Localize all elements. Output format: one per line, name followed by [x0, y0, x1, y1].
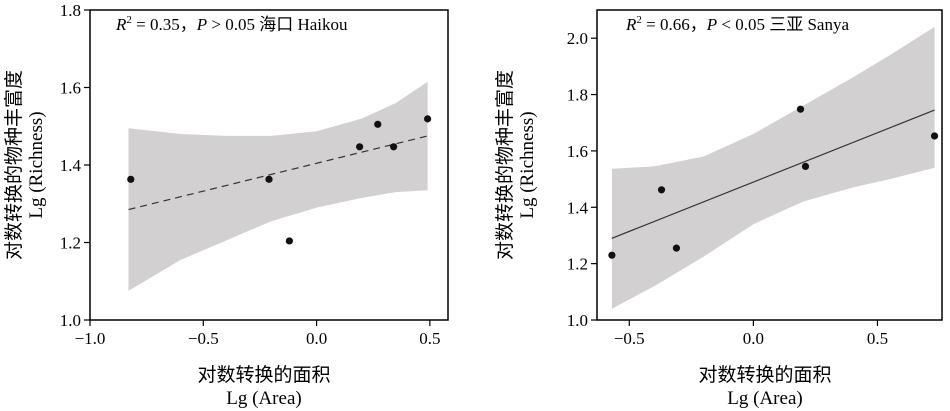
x-tick-label: −1.0 [75, 329, 106, 348]
x-tick-label: 0.0 [306, 329, 327, 348]
r-letter: R [625, 15, 637, 34]
data-point [672, 244, 681, 252]
data-point [265, 175, 273, 183]
data-point [796, 105, 805, 113]
y-axis-label-en: Lg (Richness) [26, 111, 47, 218]
confidence-band [128, 81, 428, 291]
p-letter: P [196, 15, 207, 34]
data-point [657, 186, 666, 194]
regression-line-layer [128, 135, 428, 211]
y-axis-label-cn: 对数转换的物种丰富度 [494, 70, 516, 260]
regression-line [611, 109, 935, 239]
regression-line [128, 135, 428, 211]
stats-annotation: R2 = 0.66，P < 0.05 三亚 Sanya [625, 14, 849, 34]
regression-line-layer [611, 109, 935, 239]
x-tick-label: 0.0 [743, 329, 764, 348]
data-point [285, 237, 293, 245]
y-ticks: 1.0 1.2 1.4 1.6 1.8 [60, 1, 90, 330]
x-axis-label-cn: 对数转换的面积 [197, 364, 330, 386]
y-tick-label: 1.8 [60, 1, 81, 20]
x-tick-label: 0.5 [867, 329, 888, 348]
r-superscript: 2 [126, 14, 132, 26]
x-tick-label: 0.5 [419, 329, 440, 348]
r-superscript: 2 [636, 14, 642, 26]
confidence-band [611, 26, 935, 309]
data-point [390, 143, 398, 151]
x-tick-label: −0.5 [188, 329, 219, 348]
y-tick-label: 1.0 [567, 311, 588, 330]
x-tick-label: −0.5 [614, 329, 645, 348]
data-points-layer [608, 105, 939, 259]
confidence-band-layer [128, 81, 428, 291]
data-point [801, 162, 810, 171]
data-point [127, 175, 135, 183]
y-tick-label: 1.2 [567, 255, 588, 274]
data-point [930, 132, 939, 140]
y-tick-label: 1.8 [567, 86, 588, 105]
r-letter: R [115, 15, 127, 34]
data-point [424, 115, 432, 123]
y-tick-label: 1.6 [567, 142, 588, 161]
y-tick-label: 1.4 [567, 198, 589, 217]
p-value-and-site: > 0.05 海口 Haikou [207, 15, 348, 34]
r-value: = 0.35， [132, 15, 197, 34]
y-axis-label-cn: 对数转换的物种丰富度 [3, 70, 25, 260]
y-tick-label: 1.0 [60, 311, 81, 330]
x-axis-label-cn: 对数转换的面积 [698, 364, 831, 386]
chart-haikou: −1.0 −0.5 0.0 0.5 1.0 1.2 1.4 1.6 1.8 R2 = 0.35… [3, 1, 449, 409]
confidence-band-layer [611, 26, 935, 309]
p-value-and-site: < 0.05 三亚 Sanya [717, 15, 849, 34]
y-axis-label-en: Lg (Richness) [517, 111, 538, 218]
stats-annotation: R2 = 0.35，P > 0.05 海口 Haikou [115, 14, 348, 34]
x-ticks: −0.5 0.0 0.5 [614, 320, 888, 348]
plot-frame [596, 9, 943, 321]
x-axis-label-en: Lg (Area) [727, 388, 802, 409]
data-point [608, 251, 616, 259]
x-ticks: −1.0 −0.5 0.0 0.5 [75, 320, 440, 348]
r-value: = 0.66， [642, 15, 707, 34]
y-tick-label: 2.0 [567, 29, 588, 48]
y-tick-label: 1.4 [60, 156, 82, 175]
y-tick-label: 1.6 [60, 79, 81, 98]
x-axis-label-en: Lg (Area) [226, 388, 301, 409]
data-point [374, 120, 382, 128]
data-points-layer [127, 115, 432, 245]
y-tick-label: 1.2 [60, 234, 81, 253]
p-letter: P [706, 15, 717, 34]
chart-sanya: −0.5 0.0 0.5 1.0 1.2 1.4 1.6 1.8 2.0 R2 = 0.66，… [494, 9, 943, 409]
data-point [356, 143, 364, 151]
y-ticks: 1.0 1.2 1.4 1.6 1.8 2.0 [567, 29, 597, 330]
